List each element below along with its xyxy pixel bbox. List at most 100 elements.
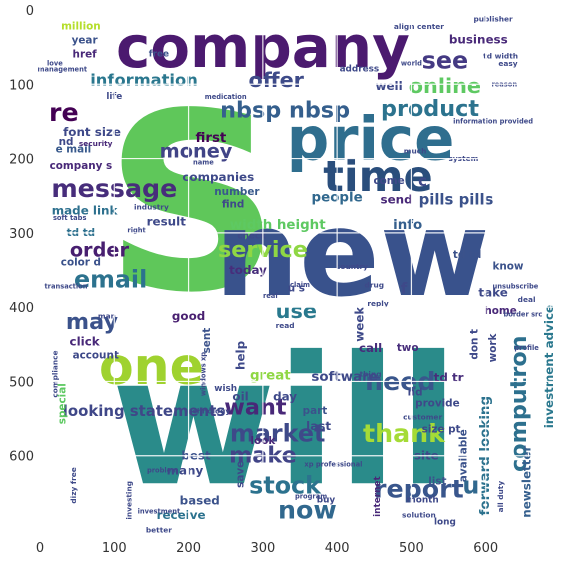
word-48: number [214,186,260,198]
y-tick-label: 600 [9,450,34,465]
word-94: long [434,518,456,528]
word-122: soft tabs [53,214,87,222]
word-97: check [237,232,267,242]
word-115: country [336,262,368,271]
word-18: want [224,394,287,420]
word-51: result [147,215,187,229]
x-tick-label: 600 [473,541,498,556]
word-89: don t [469,329,481,360]
word-68: come [374,175,405,187]
word-2: will [111,318,459,526]
word-56: day [273,389,297,403]
word-108: td td [453,249,481,261]
word-70: info [393,218,422,233]
word-22: now [278,495,337,524]
word-42: href [73,49,98,61]
word-32: investment advice [542,305,556,428]
x-tick-label: 300 [250,541,275,556]
x-tick-label: 500 [399,541,424,556]
grid-lines [39,9,560,530]
word-107: c [418,172,427,190]
word-63: based [180,493,220,507]
word-91: size pt [422,424,461,436]
word-134: profile [514,344,539,352]
word-52: today [229,263,267,277]
word-77: buy [317,495,336,505]
word-60: save [235,461,247,488]
word-111: customer [403,413,442,422]
word-113: technology [184,407,230,416]
x-tick-label: 100 [102,541,127,556]
word-43: free [149,50,169,60]
y-axis-ticks: 0 100 200 300 400 500 600 [9,4,34,465]
word-58: last [306,419,331,433]
y-tick-label: 300 [9,227,34,242]
word-78: help [234,341,248,370]
word-131: name [193,158,214,166]
word-145: windows xp [199,352,207,396]
word-114: wish [214,384,237,394]
word-49: find [222,199,245,211]
word-12: see [422,47,468,75]
word-15: email [74,266,147,294]
word-24: thank [363,419,446,448]
word-39: business [449,33,508,47]
word-31: pills pills [419,190,494,208]
word-84: company s [50,160,113,172]
word-142: xp professional [304,461,362,469]
word-125: management [38,65,88,73]
word-65: week [352,306,366,342]
word-105: u [462,471,479,499]
y-tick-label: 500 [9,375,34,390]
word-130: much [404,147,427,156]
word-80: account [73,349,119,361]
y-tick-label: 0 [26,4,34,19]
word-79: oil [232,389,248,403]
word-72: home [484,305,516,317]
word-7: nbsp nbsp [220,97,350,123]
word-147: unsubscribe [492,282,538,290]
word-64: receive [157,508,206,522]
word-109: u s [288,283,305,295]
word-132: right [127,227,146,235]
word-62: many [167,464,204,478]
y-tick-label: 100 [9,78,34,93]
word-93: list [428,476,446,488]
y-tick-label: 200 [9,153,34,168]
word-137: read [276,321,295,330]
word-55: great [250,369,291,384]
word-3: new [214,186,489,324]
word-110: nd [408,387,423,399]
word-104: align center [394,22,444,31]
word-53: click [70,334,101,348]
word-106: f [401,280,408,298]
word-146: border src [503,311,542,319]
word-141: problem [147,467,178,475]
word-124: reply [367,299,388,308]
word-138: claim [290,281,310,289]
word-133: program [295,493,327,501]
word-4: price [287,106,455,175]
x-tick-label: 0 [36,541,44,556]
plot-area-background [40,10,560,530]
word-90: td tr [434,371,464,385]
x-tick-label: 200 [176,541,201,556]
word-101: information provided [453,117,533,125]
word-27: money [160,140,233,163]
x-tick-label: 400 [325,541,350,556]
word-119: compliance [50,350,59,397]
word-29: use [276,299,317,323]
word-86: nd [59,136,74,148]
word-11: online [409,74,481,98]
word-81: special [56,383,68,424]
word-44: address [340,64,380,74]
word-1: S [104,60,281,346]
word-10: offer [248,68,304,92]
word-9: information [90,70,198,89]
word-127: love [47,60,63,68]
word-96: better [146,526,172,535]
word-76: internet [373,476,383,517]
word-135: deal [518,295,536,304]
word-8: product [381,96,479,122]
